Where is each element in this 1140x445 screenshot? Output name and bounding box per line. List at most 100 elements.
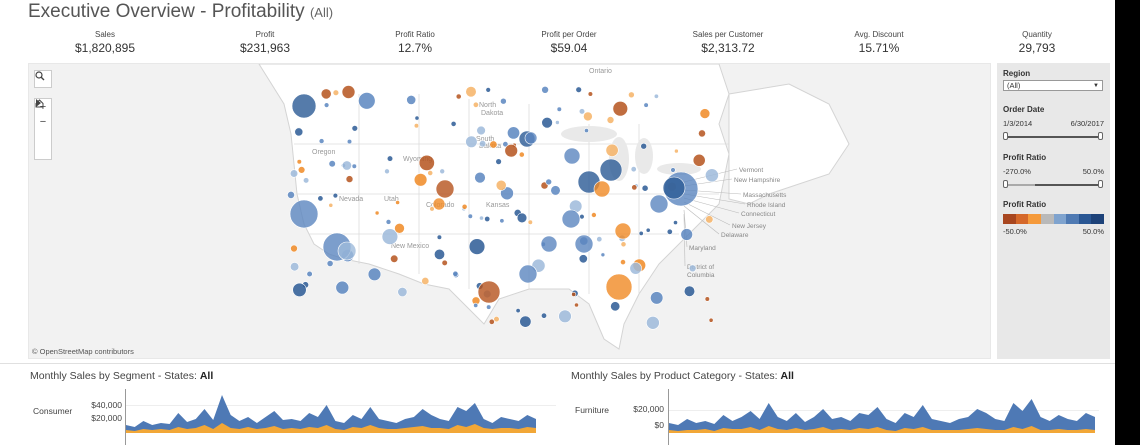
state-profit-bubble[interactable] bbox=[666, 228, 673, 235]
state-profit-bubble[interactable] bbox=[620, 259, 626, 265]
state-profit-bubble[interactable] bbox=[320, 88, 332, 100]
state-profit-bubble[interactable] bbox=[479, 140, 487, 148]
state-profit-bubble[interactable] bbox=[630, 166, 637, 173]
state-profit-bubble[interactable] bbox=[506, 126, 520, 140]
state-profit-bubble[interactable] bbox=[413, 123, 420, 129]
state-profit-bubble[interactable] bbox=[649, 194, 669, 214]
state-profit-bubble[interactable] bbox=[515, 308, 521, 314]
state-profit-bubble[interactable] bbox=[593, 180, 611, 198]
state-profit-bubble[interactable] bbox=[645, 227, 651, 233]
state-profit-bubble[interactable] bbox=[341, 160, 352, 171]
state-profit-bubble[interactable] bbox=[574, 302, 579, 308]
state-profit-bubble[interactable] bbox=[578, 254, 588, 264]
state-profit-bubble[interactable] bbox=[317, 195, 324, 202]
state-profit-bubble[interactable] bbox=[620, 241, 627, 248]
state-profit-bubble[interactable] bbox=[545, 178, 553, 186]
state-profit-bubble[interactable] bbox=[540, 312, 547, 319]
state-profit-bubble[interactable] bbox=[519, 315, 532, 328]
state-profit-bubble[interactable] bbox=[640, 142, 648, 150]
state-profit-bubble[interactable] bbox=[395, 200, 400, 205]
state-profit-bubble[interactable] bbox=[575, 86, 582, 93]
state-profit-bubble[interactable] bbox=[421, 277, 430, 286]
state-profit-bubble[interactable] bbox=[385, 219, 392, 225]
state-profit-bubble[interactable] bbox=[502, 141, 509, 148]
state-profit-bubble[interactable] bbox=[289, 169, 299, 178]
category-area-chart[interactable] bbox=[669, 385, 1101, 445]
state-profit-bubble[interactable] bbox=[477, 280, 501, 304]
state-profit-bubble[interactable] bbox=[583, 111, 593, 122]
state-profit-bubble[interactable] bbox=[612, 100, 628, 117]
state-profit-bubble[interactable] bbox=[485, 87, 491, 93]
state-profit-bubble[interactable] bbox=[465, 135, 478, 148]
state-profit-bubble[interactable] bbox=[708, 317, 714, 323]
state-profit-bubble[interactable] bbox=[605, 143, 619, 157]
segment-area-chart[interactable] bbox=[126, 385, 556, 445]
state-profit-bubble[interactable] bbox=[326, 260, 334, 267]
state-profit-bubble[interactable] bbox=[646, 315, 660, 330]
state-profit-bubble[interactable] bbox=[450, 121, 457, 127]
state-profit-bubble[interactable] bbox=[287, 190, 295, 199]
state-profit-bubble[interactable] bbox=[381, 228, 399, 245]
state-profit-bubble[interactable] bbox=[472, 101, 479, 108]
state-profit-bubble[interactable] bbox=[541, 116, 553, 129]
state-profit-bubble[interactable] bbox=[670, 167, 676, 173]
state-profit-bubble[interactable] bbox=[303, 177, 310, 184]
state-profit-bubble[interactable] bbox=[358, 92, 376, 110]
state-profit-bubble[interactable] bbox=[641, 184, 649, 192]
profit-ratio-min-handle[interactable] bbox=[1003, 180, 1008, 188]
state-profit-bubble[interactable] bbox=[433, 248, 445, 260]
state-profit-bubble[interactable] bbox=[390, 254, 399, 263]
state-profit-bubble[interactable] bbox=[705, 215, 714, 224]
state-profit-bubble[interactable] bbox=[688, 264, 697, 273]
map-search-control[interactable] bbox=[34, 70, 52, 88]
state-profit-bubble[interactable] bbox=[406, 95, 417, 105]
state-profit-bubble[interactable] bbox=[614, 222, 632, 240]
map-canvas[interactable]: NorthDakotaSouthDakotaOregonWyomingNevad… bbox=[29, 64, 991, 359]
state-profit-bubble[interactable] bbox=[599, 158, 623, 182]
state-profit-bubble[interactable] bbox=[341, 85, 356, 99]
profit-bubbles[interactable] bbox=[287, 85, 719, 330]
state-profit-bubble[interactable] bbox=[332, 192, 339, 199]
state-profit-bubble[interactable] bbox=[332, 89, 340, 96]
state-profit-bubble[interactable] bbox=[692, 153, 706, 167]
state-profit-bubble[interactable] bbox=[629, 262, 642, 275]
state-profit-bubble[interactable] bbox=[465, 86, 477, 98]
state-profit-bubble[interactable] bbox=[555, 120, 560, 125]
region-dropdown[interactable]: (All) ▼ bbox=[1003, 80, 1103, 91]
profit-ratio-slider[interactable] bbox=[1003, 180, 1103, 188]
state-profit-bubble[interactable] bbox=[323, 102, 330, 108]
state-profit-bubble[interactable] bbox=[606, 116, 615, 124]
state-profit-bubble[interactable] bbox=[578, 108, 586, 115]
state-profit-bubble[interactable] bbox=[489, 140, 498, 149]
state-profit-bubble[interactable] bbox=[394, 223, 405, 234]
state-profit-bubble[interactable] bbox=[488, 318, 495, 325]
play-icon[interactable] bbox=[35, 99, 51, 159]
state-profit-bubble[interactable] bbox=[610, 301, 621, 312]
state-profit-bubble[interactable] bbox=[504, 143, 518, 158]
state-profit-bubble[interactable] bbox=[435, 179, 455, 199]
state-profit-bubble[interactable] bbox=[452, 270, 459, 277]
state-profit-bubble[interactable] bbox=[476, 125, 486, 136]
home-icon[interactable] bbox=[35, 99, 51, 144]
state-profit-bubble[interactable] bbox=[290, 244, 298, 253]
state-profit-bubble[interactable] bbox=[500, 97, 507, 105]
state-profit-bubble[interactable] bbox=[328, 202, 334, 208]
state-profit-bubble[interactable] bbox=[558, 309, 572, 324]
state-profit-bubble[interactable] bbox=[698, 129, 706, 138]
profitability-map[interactable]: NorthDakotaSouthDakotaOregonWyomingNevad… bbox=[28, 63, 991, 359]
state-profit-bubble[interactable] bbox=[674, 148, 679, 154]
state-profit-bubble[interactable] bbox=[561, 209, 581, 229]
state-profit-bubble[interactable] bbox=[550, 185, 561, 196]
state-profit-bubble[interactable] bbox=[291, 93, 317, 119]
state-profit-bubble[interactable] bbox=[631, 184, 638, 191]
state-profit-bubble[interactable] bbox=[414, 115, 420, 121]
profit-ratio-max-handle[interactable] bbox=[1098, 180, 1103, 188]
state-profit-bubble[interactable] bbox=[297, 166, 306, 174]
state-profit-bubble[interactable] bbox=[318, 138, 325, 144]
state-profit-bubble[interactable] bbox=[337, 241, 357, 261]
state-profit-bubble[interactable] bbox=[499, 218, 505, 224]
state-profit-bubble[interactable] bbox=[571, 291, 577, 297]
state-profit-bubble[interactable] bbox=[518, 264, 538, 284]
state-profit-bubble[interactable] bbox=[574, 234, 594, 254]
state-profit-bubble[interactable] bbox=[296, 159, 302, 165]
